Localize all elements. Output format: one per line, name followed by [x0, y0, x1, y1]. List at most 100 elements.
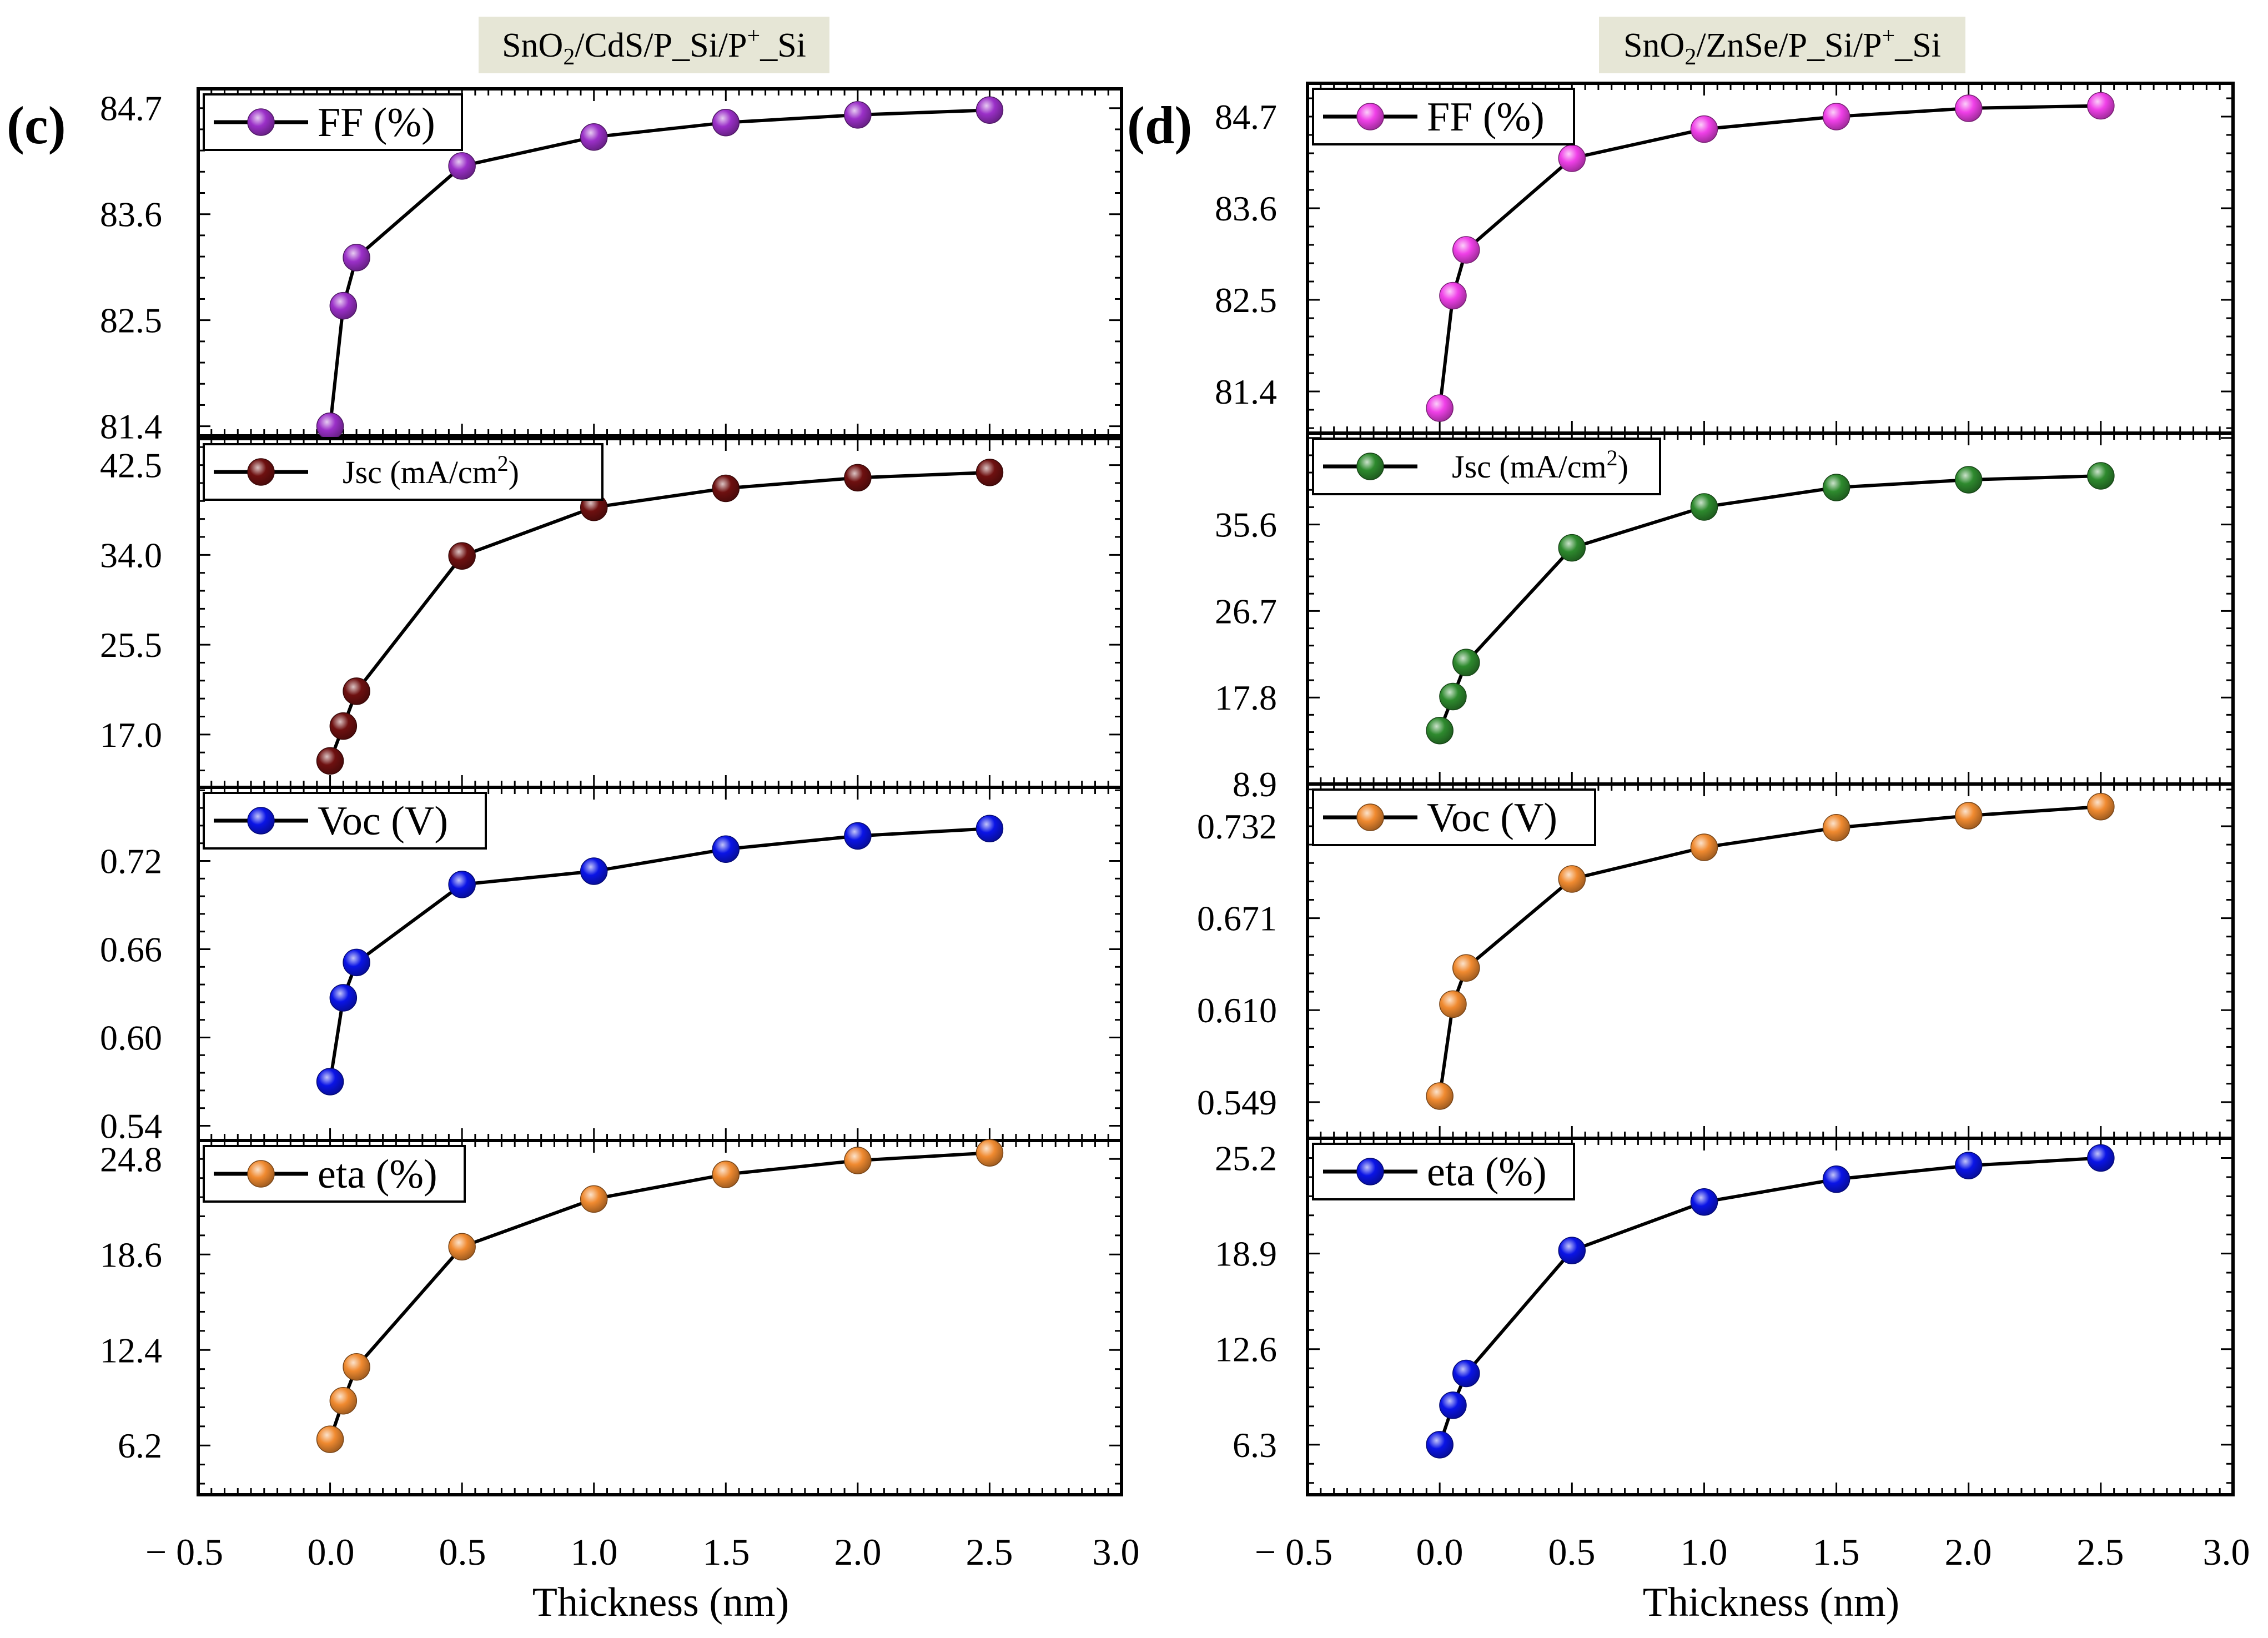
svg-text:SnO2/CdS/P_Si/P+_Si: SnO2/CdS/P_Si/P+_Si: [502, 23, 806, 70]
data-point: [1822, 103, 1850, 130]
panel-d-label: (d): [1127, 96, 1192, 155]
y-tick-label: 0.66: [100, 930, 162, 969]
data-point: [1954, 802, 1983, 830]
data-point: [1452, 954, 1480, 982]
data-point: [580, 123, 608, 151]
data-point: [329, 984, 358, 1012]
series-line-jsc: [328, 470, 990, 762]
data-point: [1954, 1152, 1983, 1179]
data-point: [343, 1353, 370, 1381]
data-point: [343, 948, 370, 977]
y-tick-label: 0.671: [1197, 899, 1277, 938]
x-tick-label: 3.0: [2203, 1531, 2250, 1573]
panel-c-label: (c): [7, 96, 66, 155]
data-point: [329, 1387, 358, 1415]
data-point: [448, 152, 476, 180]
y-tick-label: 82.5: [100, 301, 162, 340]
subplot-jsc: 17.0 25.5 34.0 42.5 Jsc (mA/cm2): [100, 437, 1123, 789]
data-point: [1426, 394, 1454, 422]
y-tick-label: 6.2: [118, 1426, 162, 1465]
x-tick-label: 2.5: [2077, 1531, 2124, 1573]
data-point: [844, 822, 872, 850]
data-point: [1439, 1391, 1467, 1419]
data-point: [1690, 493, 1718, 521]
data-point: [448, 542, 476, 570]
data-point: [1822, 474, 1850, 501]
legend-jsc: Jsc (mA/cm2): [1312, 438, 1661, 495]
panel-c-plot: 81.4 82.5 83.6 84.7 FF (%) 17.0 25.5 34.0 42.5 Js…: [100, 87, 1123, 1496]
series-line-jsc: [1438, 474, 2101, 731]
series-line-ff: [1438, 104, 2101, 409]
y-tick-label: 18.6: [100, 1235, 162, 1274]
data-point: [1439, 990, 1467, 1018]
series-line-ff: [328, 108, 990, 426]
data-point: [1822, 813, 1850, 842]
legend-label: FF (%): [1427, 94, 1545, 140]
data-point: [975, 459, 1004, 486]
data-point: [448, 871, 476, 898]
data-point: [316, 412, 344, 440]
x-tick-label: 1.0: [571, 1531, 618, 1573]
svg-text:SnO2/ZnSe/P_Si/P+_Si: SnO2/ZnSe/P_Si/P+_Si: [1623, 23, 1941, 70]
y-tick-label: 0.610: [1197, 991, 1277, 1030]
x-tick-label: 2.0: [1945, 1531, 1992, 1573]
series-line-eta: [1438, 1156, 2101, 1445]
subplot-voc: 0.54 0.60 0.66 0.72 Voc (V): [100, 786, 1123, 1146]
data-point: [844, 101, 872, 129]
x-tick-label: 3.0: [1093, 1531, 1140, 1573]
data-point: [712, 109, 740, 137]
legend-label: Jsc (mA/cm2): [343, 451, 519, 490]
y-tick-label: 0.54: [100, 1107, 162, 1146]
x-tick-label: 2.5: [966, 1531, 1013, 1573]
subplot-ff: 81.4 82.5 83.6 84.7 FF (%): [1215, 82, 2235, 435]
x-tick-label: 1.5: [1813, 1531, 1860, 1573]
data-point: [975, 1139, 1004, 1167]
y-tick-label: 18.9: [1215, 1234, 1277, 1274]
y-tick-label: 12.6: [1215, 1330, 1277, 1369]
data-point: [1558, 144, 1586, 172]
data-point: [1426, 1082, 1454, 1110]
subplot-voc: 0.549 0.610 0.671 0.732 Voc (V): [1197, 782, 2235, 1140]
legend-marker: [1356, 803, 1384, 831]
data-point: [343, 244, 370, 272]
subplot-eta: 6.3 12.6 18.9 25.2 eta (%): [1215, 1137, 2235, 1496]
series-line-voc: [328, 827, 990, 1082]
data-point: [580, 857, 608, 885]
legend-eta: eta (%): [1312, 1143, 1575, 1200]
y-tick-label: 83.6: [100, 195, 162, 234]
y-tick-label: 84.7: [100, 89, 162, 128]
y-tick-label: 0.72: [100, 842, 162, 881]
data-point: [316, 747, 344, 775]
panel-c-title: SnO2/CdS/P_Si/P+_Si: [479, 17, 829, 73]
legend-label: Jsc (mA/cm2): [1452, 445, 1628, 485]
panel-d-plot: 81.4 82.5 83.6 84.7 FF (%) 8.9 17.8 26.7 35.6 Jsc…: [1197, 82, 2235, 1496]
axis-ticks: [1306, 784, 2234, 1138]
data-point: [2087, 792, 2115, 821]
legend-marker: [247, 1160, 275, 1188]
data-point: [1439, 682, 1467, 711]
x-tick-label: 0.5: [1548, 1531, 1596, 1573]
legend-marker: [1356, 1158, 1384, 1185]
data-point: [329, 292, 358, 320]
data-point: [712, 835, 740, 863]
series-line-voc: [1438, 805, 2101, 1097]
data-point: [2087, 1144, 2115, 1172]
y-tick-label: 0.549: [1197, 1083, 1277, 1122]
data-point: [343, 677, 370, 705]
subplot-eta: 6.2 12.4 18.6 24.8 eta (%): [100, 1139, 1123, 1496]
panel-c-x-axis-label: Thickness (nm): [532, 1580, 789, 1625]
data-point: [580, 1185, 608, 1213]
data-point: [316, 1068, 344, 1096]
data-point: [975, 815, 1004, 842]
y-tick-label: 35.6: [1215, 505, 1277, 545]
subplot-jsc: 8.9 17.8 26.7 35.6 Jsc (mA/cm2): [1215, 431, 2235, 804]
data-point: [1690, 833, 1718, 861]
x-tick-label: 1.5: [703, 1531, 750, 1573]
legend-label: Voc (V): [1427, 795, 1557, 841]
data-point: [1558, 534, 1586, 562]
data-point: [1452, 236, 1480, 264]
panel-d-x-axis-label: Thickness (nm): [1643, 1580, 1899, 1625]
legend-label: Voc (V): [318, 798, 448, 844]
data-point: [1558, 865, 1586, 893]
